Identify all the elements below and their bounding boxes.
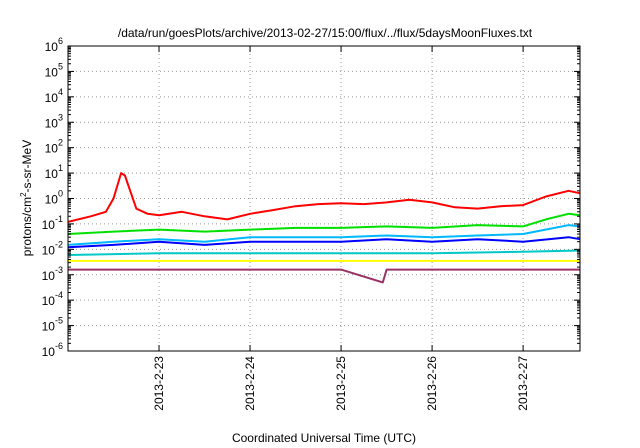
- y-tick-label: 101: [45, 163, 63, 181]
- y-axis-label-rest: -s-sr-MeV: [20, 140, 34, 193]
- y-tick-label-exp: 2: [58, 138, 63, 148]
- chart-title: /data/run/goesPlots/archive/2013-02-27/1…: [118, 26, 533, 40]
- series-group: [67, 172, 581, 284]
- y-tick-label: 10-2: [42, 239, 63, 257]
- y-tick-label-exp: 5: [58, 61, 63, 71]
- y-tick-label-base: 10: [42, 345, 56, 359]
- x-axis: 2013-2-23 2013-2-24 2013-2-25 2013-2-26 2013…: [152, 46, 530, 411]
- y-tick-label-exp: -4: [55, 290, 63, 300]
- y-tick-label-exp: 0: [58, 189, 63, 199]
- y-tick-label-base: 10: [42, 320, 56, 334]
- y-tick-label-exp: 3: [58, 112, 63, 122]
- x-tick-label: 2013-2-27: [516, 356, 530, 411]
- y-tick-label: 105: [45, 61, 63, 79]
- y-tick-label-base: 10: [45, 193, 59, 207]
- y-tick-label-base: 10: [45, 65, 59, 79]
- y-tick-label-exp: 6: [58, 36, 63, 46]
- x-tick-label: 2013-2-24: [243, 356, 257, 411]
- y-tick-label-base: 10: [42, 243, 56, 257]
- series-line-1: [67, 172, 581, 223]
- y-tick-label-base: 10: [45, 167, 59, 181]
- y-axis-label: protons/cm2-s-sr-MeV: [19, 140, 34, 256]
- series-line-7: [68, 268, 580, 284]
- y-tick-label: 10-1: [42, 214, 63, 232]
- x-tick-label: 2013-2-25: [334, 356, 348, 411]
- y-tick-label: 104: [45, 87, 63, 105]
- y-tick-label: 10-5: [42, 316, 63, 334]
- y-tick-label-base: 10: [45, 40, 59, 54]
- y-tick-label-exp: 1: [58, 163, 63, 173]
- y-tick-label: 10-3: [42, 265, 63, 283]
- x-axis-label: Coordinated Universal Time (UTC): [232, 431, 416, 445]
- y-tick-label: 100: [45, 189, 63, 207]
- x-tick-label: 2013-2-26: [425, 356, 439, 411]
- y-tick-label-exp: -2: [55, 239, 63, 249]
- y-tick-label-base: 10: [45, 142, 59, 156]
- series-line-2: [67, 212, 581, 235]
- series-line-5: [67, 249, 581, 256]
- y-tick-label-base: 10: [45, 116, 59, 130]
- y-tick-label-exp: -3: [55, 265, 63, 275]
- y-tick-label-exp: -6: [55, 341, 63, 351]
- y-tick-label: 102: [45, 138, 63, 156]
- y-tick-label-base: 10: [42, 269, 56, 283]
- y-axis: 10-610-510-410-310-210-11001011021031041…: [42, 36, 580, 359]
- y-tick-label-base: 10: [42, 294, 56, 308]
- grid: [68, 46, 580, 351]
- y-tick-label-base: 10: [45, 91, 59, 105]
- y-tick-label-exp: 4: [58, 87, 63, 97]
- series-line-4: [67, 236, 581, 249]
- y-axis-label-sup: 2: [19, 192, 28, 197]
- series-line-3: [67, 224, 581, 246]
- y-tick-label: 106: [45, 36, 63, 54]
- y-tick-label: 103: [45, 112, 63, 130]
- y-tick-label: 10-6: [42, 341, 63, 359]
- y-tick-label: 10-4: [42, 290, 63, 308]
- y-axis-label-base: protons/cm: [20, 197, 34, 256]
- y-tick-label-base: 10: [42, 218, 56, 232]
- y-tick-label-exp: -1: [55, 214, 63, 224]
- x-tick-label: 2013-2-23: [152, 356, 166, 411]
- y-tick-label-exp: -5: [55, 316, 63, 326]
